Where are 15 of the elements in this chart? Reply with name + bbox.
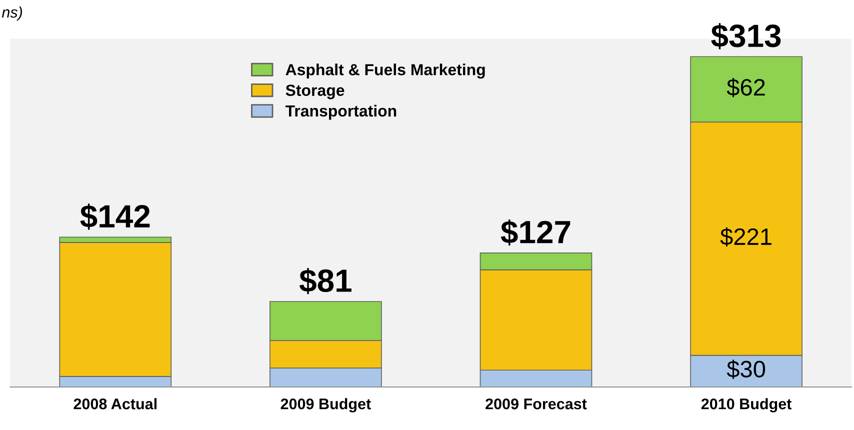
text: ns) xyxy=(2,6,22,21)
total-label: $81 xyxy=(299,268,352,294)
total-label: $142 xyxy=(80,204,150,230)
data-label: $221 xyxy=(720,227,772,246)
legend-label: Transportation xyxy=(285,104,396,120)
x-tick-label: 2009 Forecast xyxy=(486,398,587,410)
x-tick-label: 2009 Budget xyxy=(280,398,371,412)
legend-label: Storage xyxy=(286,84,344,100)
data-label: $62 xyxy=(726,78,765,98)
total-label: $313 xyxy=(711,23,781,50)
total-label: $127 xyxy=(500,219,570,246)
data-label: $30 xyxy=(726,360,766,379)
legend-label: Asphalt & Fuels Marketing xyxy=(286,64,485,79)
x-tick-label: 2010 Budget xyxy=(701,398,792,412)
x-tick-label: 2008 Actual xyxy=(74,398,156,410)
